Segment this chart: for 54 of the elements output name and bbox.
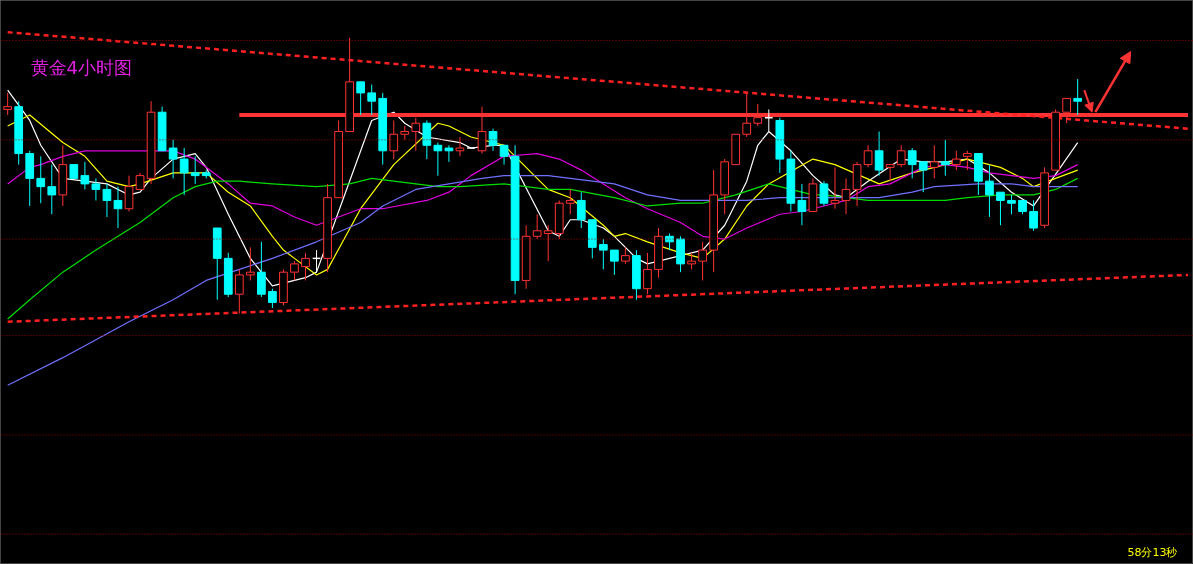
candlestick [80, 161, 90, 190]
candlestick [245, 246, 255, 281]
candlestick [36, 155, 46, 204]
candlestick [168, 139, 178, 179]
candlestick [951, 150, 961, 171]
candlestick [963, 150, 972, 171]
candlestick [830, 166, 840, 210]
candlestick [124, 175, 134, 212]
candlestick [610, 249, 619, 276]
candlestick [433, 142, 443, 177]
candlestick [1073, 78, 1083, 116]
candlestick [102, 183, 112, 218]
candlestick [190, 155, 200, 185]
candlestick [819, 180, 829, 207]
candlestick [455, 136, 465, 157]
text: 58分13秒 [1127, 545, 1178, 559]
candlestick [863, 144, 873, 168]
candlestick [113, 186, 123, 229]
candlestick [234, 268, 244, 315]
candlestick [499, 144, 509, 166]
candlestick [356, 81, 366, 116]
candlestick [389, 119, 399, 160]
candlestick [444, 144, 454, 163]
candlestick [797, 183, 807, 226]
candlestick [643, 252, 652, 295]
candlestick [698, 241, 707, 281]
candlestick [290, 260, 299, 281]
candlestick [179, 147, 189, 196]
candlestick [543, 224, 553, 262]
candlestick [929, 144, 939, 179]
candlestick [47, 164, 57, 215]
candlestick [301, 252, 310, 281]
candlestick [885, 164, 895, 182]
candlestick [268, 288, 277, 309]
candlestick [907, 147, 917, 179]
candlestick [532, 213, 542, 240]
candlestick [91, 177, 101, 201]
candlestick [874, 131, 884, 177]
candlestick [257, 241, 266, 298]
candlestick [422, 119, 432, 160]
candlestick [896, 144, 906, 168]
candlestick [918, 161, 928, 193]
candlestick [565, 188, 575, 215]
text: 黄金4小时图 [30, 56, 132, 78]
candlestick [985, 164, 994, 218]
candlestick [367, 84, 377, 116]
candlestick [1007, 194, 1016, 215]
candlestick [940, 139, 950, 177]
candlestick [576, 191, 586, 229]
candlestick [841, 177, 851, 215]
candlestick [1029, 199, 1038, 232]
candlestick [3, 92, 13, 116]
candlestick [598, 238, 608, 270]
candlestick [996, 191, 1005, 226]
